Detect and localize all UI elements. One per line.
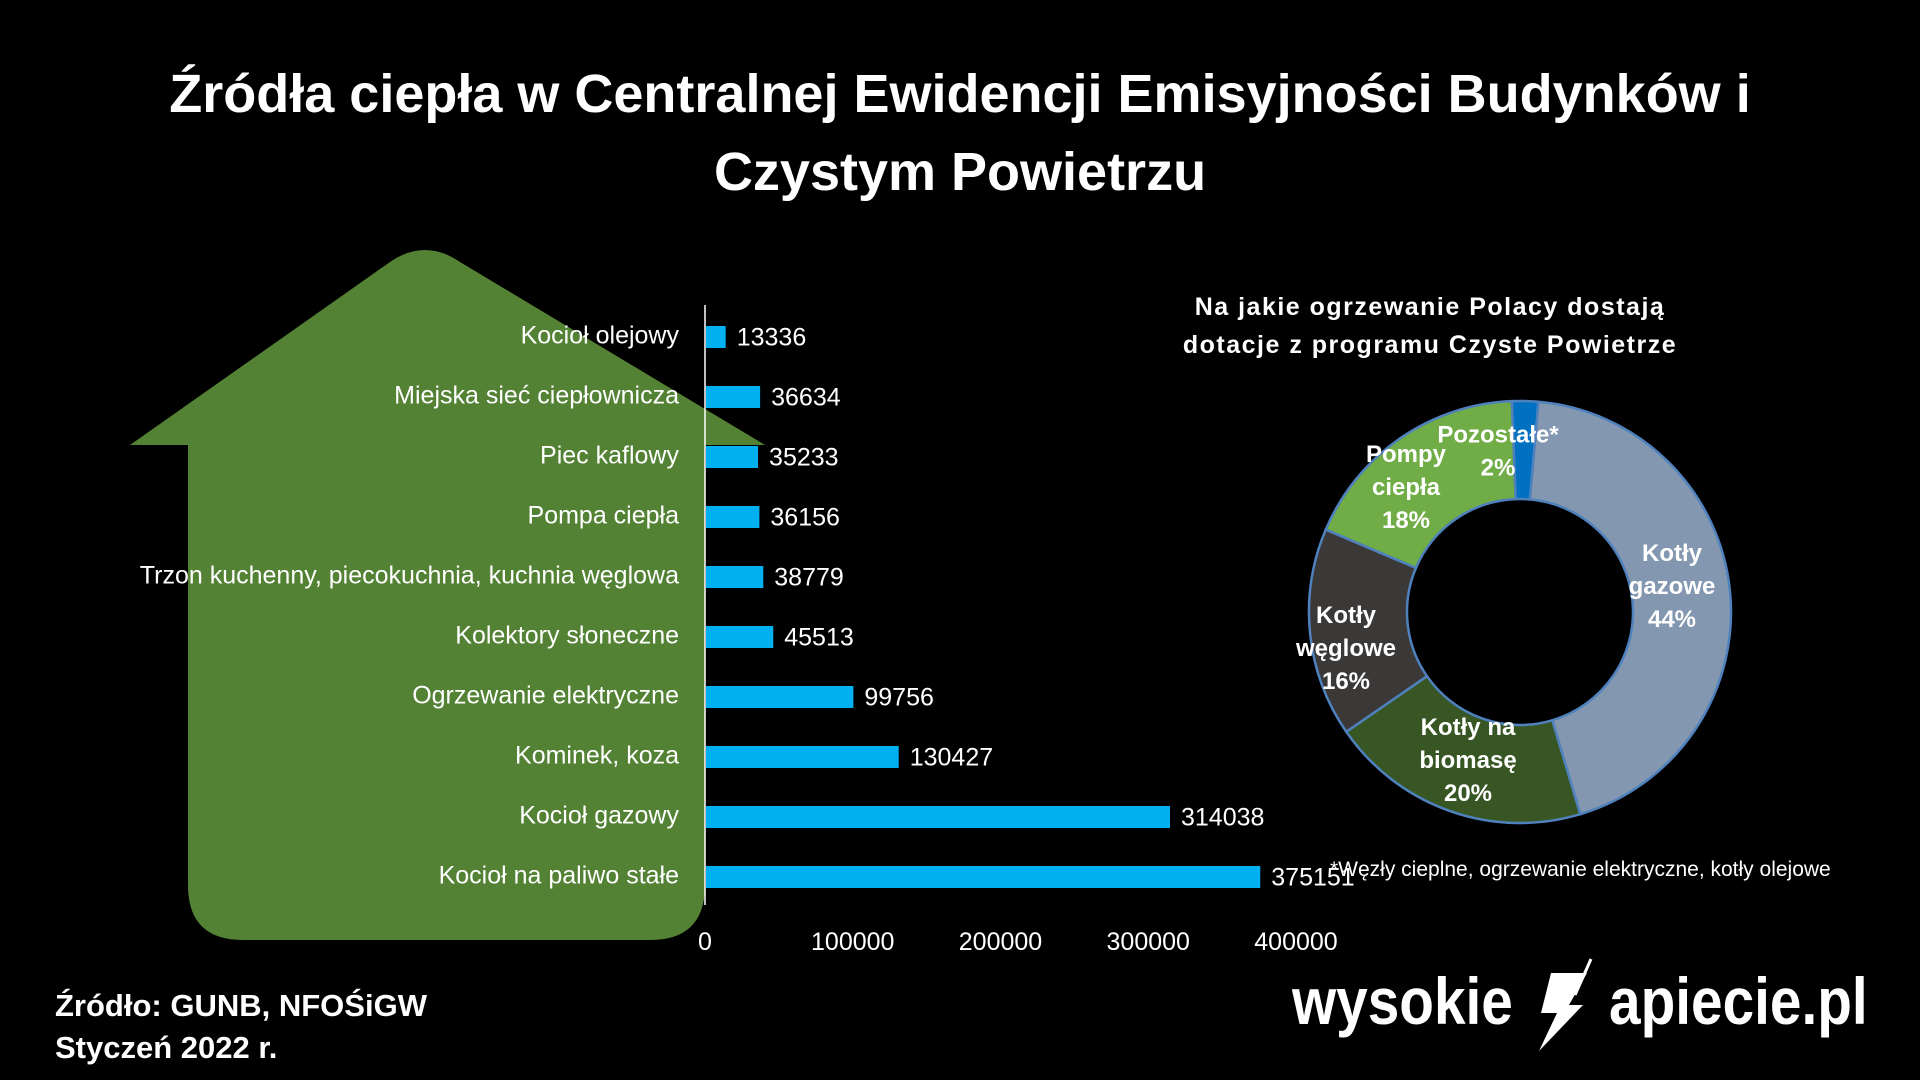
bar: [706, 626, 774, 648]
x-tick-label: 200000: [959, 928, 1042, 956]
category-label: Kocioł olejowy: [521, 322, 680, 350]
x-tick-label: 100000: [811, 928, 894, 956]
bar: [706, 386, 761, 408]
donut-slice: [1528, 400, 1733, 816]
value-label: 130427: [910, 744, 993, 772]
bar: [706, 446, 759, 468]
donut-title-line-1: Na jakie ogrzewanie Polacy dostają: [1194, 293, 1666, 321]
date-line: Styczeń 2022 r.: [55, 1030, 278, 1065]
value-label: 45513: [784, 624, 854, 652]
value-label: 35233: [769, 444, 839, 472]
source-line: Źródło: GUNB, NFOŚiGW: [55, 988, 427, 1023]
category-label: Piec kaflowy: [540, 442, 679, 470]
slice-label: Kotły węglowe 16%: [1295, 602, 1396, 695]
logo-text-right: apiecie.pl: [1609, 964, 1868, 1038]
category-label: Ogrzewanie elektryczne: [412, 682, 679, 710]
category-label: Pompa ciepła: [528, 502, 680, 530]
bar: [706, 806, 1170, 828]
category-label: Trzon kuchenny, piecokuchnia, kuchnia wę…: [140, 562, 679, 590]
donut-slice: [1344, 674, 1582, 825]
donut-title-line-2: dotacje z programu Czyste Powietrze: [1182, 331, 1678, 359]
donut-footnote: *Węzły cieplne, ogrzewanie elektryczne, …: [1330, 858, 1831, 881]
x-tick-label: 0: [698, 928, 712, 956]
value-label: 314038: [1181, 804, 1264, 832]
slice-label: Pozostałe* 2%: [1437, 422, 1559, 482]
bar: [706, 746, 899, 768]
title-line-1: Źródła ciepła w Centralnej Ewidencji Emi…: [169, 64, 1751, 124]
x-tick-label: 400000: [1254, 928, 1337, 956]
category-label: Kolektory słoneczne: [455, 622, 679, 650]
slice-label: Kotły na biomasę 20%: [1419, 714, 1516, 807]
bar: [706, 506, 760, 528]
page-title: Źródła ciepła w Centralnej Ewidencji Emi…: [0, 55, 1920, 211]
value-label: 99756: [864, 684, 934, 712]
donut-slice: [1307, 527, 1429, 734]
slice-label: Kotły gazowe 44%: [1629, 540, 1716, 633]
bar: [706, 326, 726, 348]
category-label: Kocioł gazowy: [519, 802, 679, 830]
bar: [706, 566, 764, 588]
bar: [706, 866, 1261, 888]
donut-slice: [1324, 399, 1517, 570]
value-label: 13336: [737, 324, 807, 352]
category-label: Miejska sieć ciepłownicza: [394, 382, 679, 410]
donut-chart-title: Na jakie ogrzewanie Polacy dostają dotac…: [1130, 288, 1730, 364]
value-label: 38779: [774, 564, 844, 592]
lightning-n-icon: [1539, 958, 1593, 1051]
site-logo[interactable]: wysokie apiecie.pl: [1292, 955, 1912, 1055]
category-label: Kocioł na paliwo stałe: [439, 862, 679, 890]
value-label: 36634: [771, 384, 841, 412]
title-line-2: Czystym Powietrzu: [713, 142, 1207, 202]
source-note: Źródło: GUNB, NFOŚiGW Styczeń 2022 r.: [55, 985, 427, 1069]
donut-slice: [1510, 399, 1540, 501]
value-label: 375151: [1271, 864, 1354, 892]
category-label: Kominek, koza: [515, 742, 679, 770]
slice-label: Pompy ciepła 18%: [1366, 441, 1447, 534]
x-tick-label: 300000: [1107, 928, 1190, 956]
bar: [706, 686, 854, 708]
logo-text-left: wysokie: [1292, 964, 1513, 1038]
value-label: 36156: [770, 504, 840, 532]
